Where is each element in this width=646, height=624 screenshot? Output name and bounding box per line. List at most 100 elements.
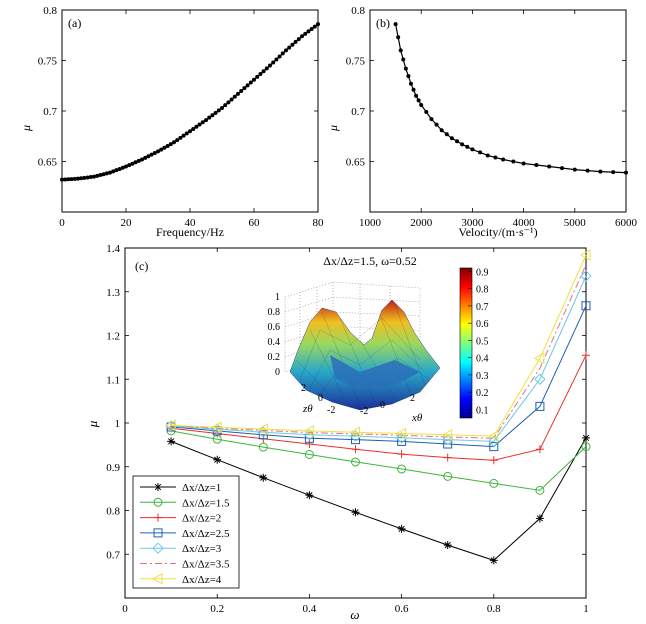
data-point bbox=[232, 94, 237, 99]
data-point bbox=[408, 81, 413, 86]
panel-a-label: (a) bbox=[68, 16, 81, 30]
panel-b-series-line bbox=[395, 23, 627, 174]
y-tick-label: 1.2 bbox=[106, 331, 120, 343]
data-point bbox=[351, 445, 360, 454]
data-point bbox=[152, 151, 157, 156]
data-point bbox=[88, 175, 93, 180]
svg-text:1: 1 bbox=[275, 292, 280, 303]
data-point bbox=[261, 69, 266, 74]
series-line bbox=[171, 354, 587, 461]
inset-x-ticks: -2 0 2 bbox=[360, 393, 415, 417]
data-point bbox=[395, 432, 408, 444]
data-point bbox=[489, 456, 498, 465]
series-7 bbox=[165, 249, 591, 442]
panel-c-series bbox=[165, 249, 592, 565]
svg-text:-2: -2 bbox=[327, 405, 335, 416]
panel-c-label: (c) bbox=[135, 259, 148, 273]
data-point bbox=[236, 91, 240, 96]
data-point bbox=[271, 60, 276, 65]
data-point bbox=[534, 163, 539, 168]
data-point bbox=[154, 483, 162, 491]
data-point bbox=[165, 143, 170, 148]
panel-a-markers bbox=[60, 22, 320, 182]
data-point bbox=[124, 164, 128, 169]
data-point bbox=[146, 154, 151, 159]
data-point bbox=[178, 135, 183, 140]
data-point bbox=[259, 473, 268, 482]
y-tick-label: 0.8 bbox=[351, 5, 365, 17]
data-point bbox=[581, 301, 591, 311]
data-point bbox=[191, 126, 196, 131]
data-point bbox=[443, 471, 453, 481]
data-point bbox=[167, 437, 176, 446]
data-point bbox=[248, 80, 253, 85]
inset-colorbar-ticks: 0.1 0.2 0.3 0.4 0.5 0.6 0.7 0.8 0.9 bbox=[468, 267, 489, 416]
data-point bbox=[136, 158, 141, 163]
data-point bbox=[98, 173, 103, 178]
data-point bbox=[349, 430, 362, 442]
colorbar-tick-label: 0.5 bbox=[476, 336, 489, 347]
data-point bbox=[611, 170, 616, 175]
data-point bbox=[220, 105, 224, 110]
colorbar-tick-label: 0.3 bbox=[476, 371, 489, 382]
panel-b-xlabel: Velocity/(m·s⁻¹) bbox=[458, 225, 537, 239]
data-point bbox=[300, 34, 304, 39]
svg-text:0.2: 0.2 bbox=[268, 352, 281, 363]
data-point bbox=[305, 440, 314, 448]
series-line bbox=[171, 305, 587, 448]
data-point bbox=[398, 48, 403, 53]
data-point bbox=[159, 147, 164, 152]
data-point bbox=[624, 170, 628, 175]
data-point bbox=[582, 351, 590, 360]
data-point bbox=[429, 117, 434, 122]
data-point bbox=[82, 175, 87, 180]
x-tick-label: 0.2 bbox=[210, 603, 224, 615]
inset-colorbar bbox=[459, 267, 473, 419]
series-line bbox=[171, 254, 587, 437]
svg-text:0: 0 bbox=[318, 393, 323, 404]
x-tick-label: 2000 bbox=[410, 217, 433, 229]
series-2 bbox=[166, 426, 591, 495]
data-point bbox=[114, 168, 119, 173]
data-point bbox=[306, 29, 311, 34]
data-point bbox=[181, 133, 186, 138]
panel-b-axes: 1000 2000 3000 4000 5000 6000 0.65 0.7 0.75 0.8 bbox=[346, 5, 638, 229]
data-point bbox=[188, 129, 192, 134]
data-point bbox=[478, 150, 483, 155]
y-tick-label: 0.75 bbox=[346, 56, 366, 68]
data-point bbox=[303, 425, 314, 437]
legend-label: Δx/Δz=3 bbox=[182, 543, 222, 555]
svg-text:2: 2 bbox=[410, 393, 415, 404]
data-point bbox=[533, 352, 545, 365]
panel-c-ylabel: μ bbox=[85, 420, 100, 428]
data-point bbox=[411, 87, 416, 92]
data-point bbox=[534, 373, 546, 385]
series-line bbox=[171, 275, 587, 442]
data-point bbox=[162, 145, 167, 150]
data-point bbox=[535, 445, 544, 454]
data-point bbox=[111, 169, 116, 174]
data-point bbox=[521, 161, 526, 166]
data-point bbox=[63, 177, 68, 182]
data-point bbox=[443, 541, 452, 550]
x-tick-label: 0 bbox=[122, 603, 128, 615]
data-point bbox=[582, 433, 590, 442]
data-point bbox=[66, 177, 71, 182]
data-point bbox=[211, 421, 222, 434]
data-point bbox=[489, 442, 499, 452]
inset-surface-plot: Δx/Δz=1.5, ω=0.52 bbox=[268, 254, 489, 424]
data-point bbox=[204, 118, 208, 123]
panel-b-ylabel: μ bbox=[326, 125, 340, 132]
data-point bbox=[397, 524, 406, 533]
data-point bbox=[197, 122, 202, 127]
colorbar-tick-label: 0.2 bbox=[476, 388, 489, 399]
panel-c: (c) ω μ 0 0.2 0.4 0.6 0.8 1 0.7 0.8 0.9 1 1.1 1.2 1.… bbox=[85, 243, 592, 622]
data-point bbox=[226, 100, 231, 105]
panel-c-xlabel: ω bbox=[350, 607, 359, 622]
data-point bbox=[154, 513, 162, 522]
data-point bbox=[153, 528, 163, 538]
data-point bbox=[172, 140, 176, 145]
data-point bbox=[290, 42, 295, 47]
legend-label: Δx/Δz=4 bbox=[182, 574, 222, 586]
